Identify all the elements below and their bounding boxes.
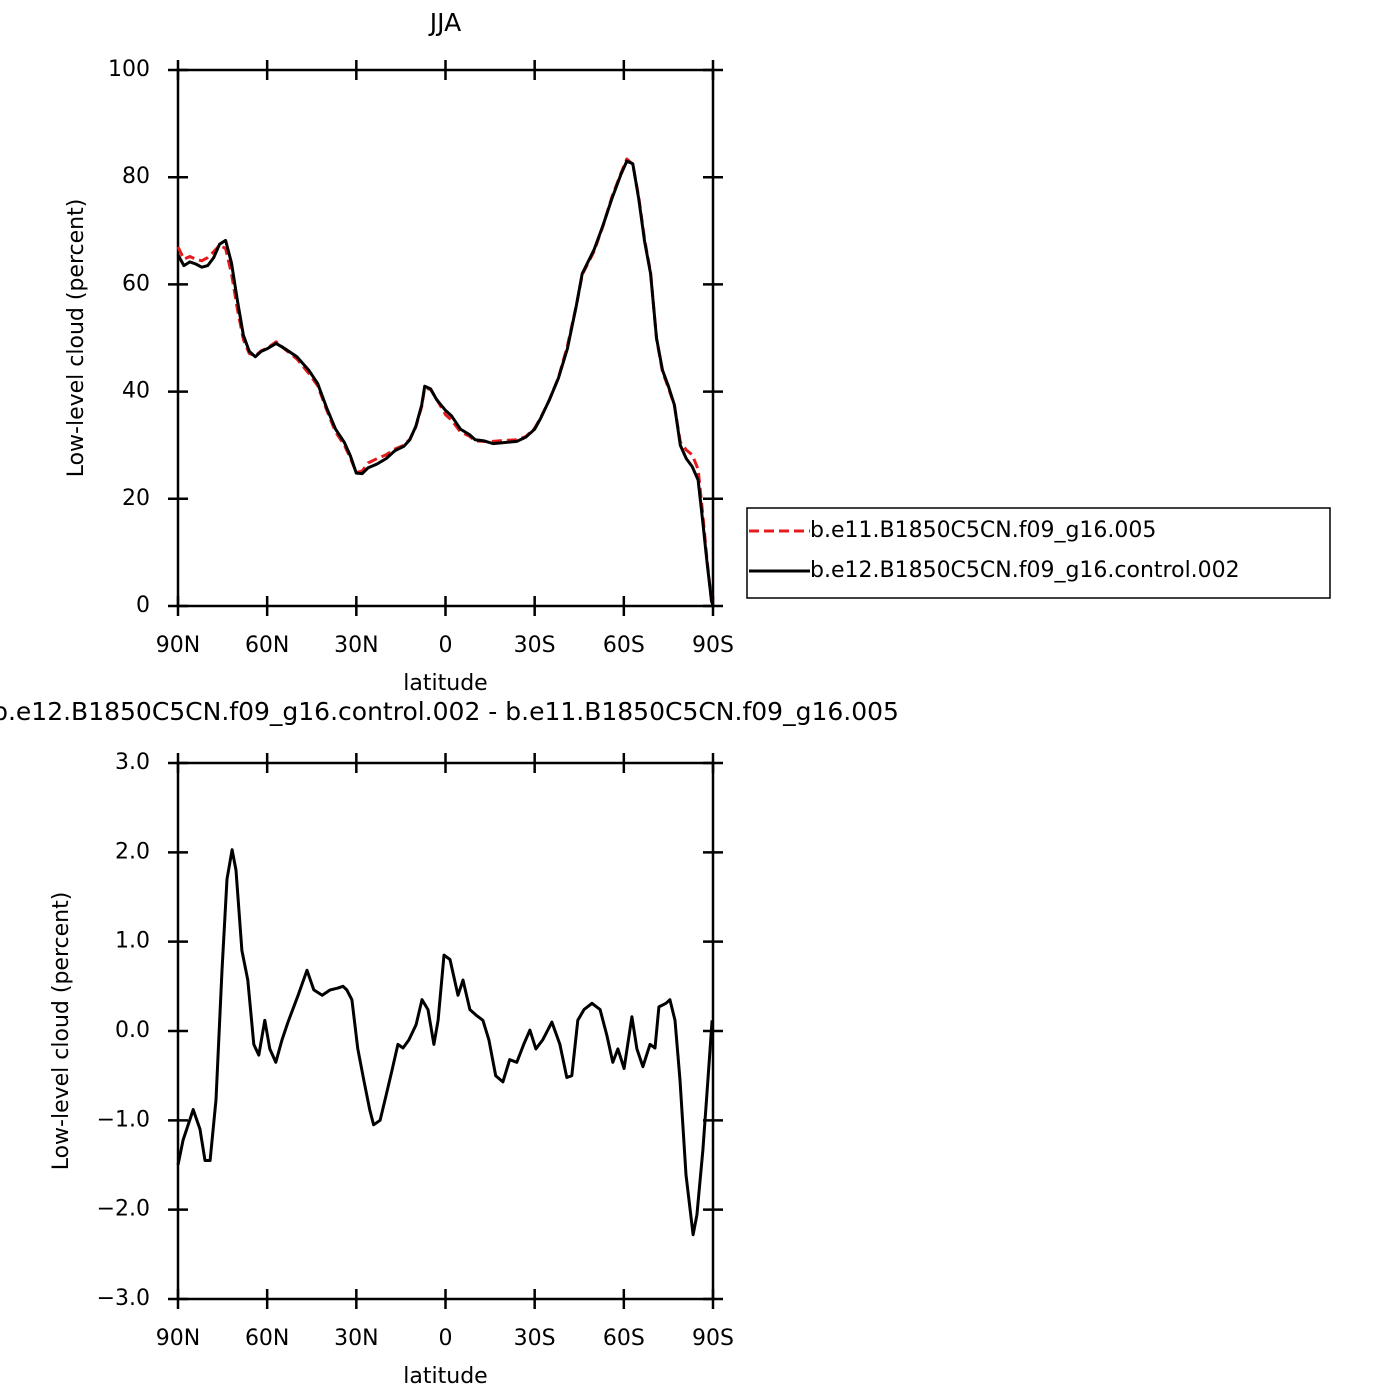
plot-frame — [176, 761, 715, 1301]
x-tick-label: 0 — [439, 1326, 453, 1351]
y-tick-label: −3.0 — [97, 1286, 150, 1311]
x-tick-label: 60S — [603, 1326, 645, 1351]
y-axis-label: Low-level cloud (percent) — [49, 892, 74, 1171]
x-tick-label: 30N — [334, 1326, 378, 1351]
data-line — [176, 159, 715, 607]
y-tick-label: 3.0 — [115, 750, 150, 775]
y-axis-label: Low-level cloud (percent) — [64, 199, 89, 478]
legend-box — [746, 507, 1331, 599]
y-tick-label: −1.0 — [97, 1107, 150, 1132]
legend-label: b.e12.B1850C5CN.f09_g16.control.002 — [810, 558, 1240, 583]
y-tick-label: 20 — [122, 486, 150, 511]
x-tick-label: 30N — [334, 633, 378, 658]
x-tick-label: 30S — [514, 633, 556, 658]
chart-title: b.e12.B1850C5CN.f09_g16.control.002 - b.… — [0, 697, 899, 726]
y-tick-label: 2.0 — [115, 839, 150, 864]
data-line — [176, 157, 715, 607]
y-tick-label: 0.0 — [115, 1018, 150, 1043]
y-tick-label: 40 — [122, 379, 150, 404]
x-axis-label: latitude — [403, 671, 487, 696]
x-tick-label: 30S — [514, 1326, 556, 1351]
data-line — [176, 848, 714, 1237]
x-axis-label: latitude — [403, 1364, 487, 1389]
chart-title: JJA — [428, 8, 461, 37]
x-tick-label: 60N — [245, 633, 289, 658]
y-tick-label: 0 — [136, 593, 150, 618]
x-tick-label: 90S — [692, 1326, 734, 1351]
legend-label: b.e11.B1850C5CN.f09_g16.005 — [810, 518, 1156, 543]
y-tick-label: 80 — [122, 164, 150, 189]
y-tick-label: −2.0 — [97, 1197, 150, 1222]
x-tick-label: 90S — [692, 633, 734, 658]
x-tick-label: 90N — [156, 1326, 200, 1351]
x-tick-label: 60N — [245, 1326, 289, 1351]
y-tick-label: 60 — [122, 271, 150, 296]
plot-frame — [176, 68, 715, 608]
y-tick-label: 100 — [108, 57, 150, 82]
x-tick-label: 60S — [603, 633, 645, 658]
x-tick-label: 0 — [439, 633, 453, 658]
y-tick-label: 1.0 — [115, 929, 150, 954]
x-tick-label: 90N — [156, 633, 200, 658]
